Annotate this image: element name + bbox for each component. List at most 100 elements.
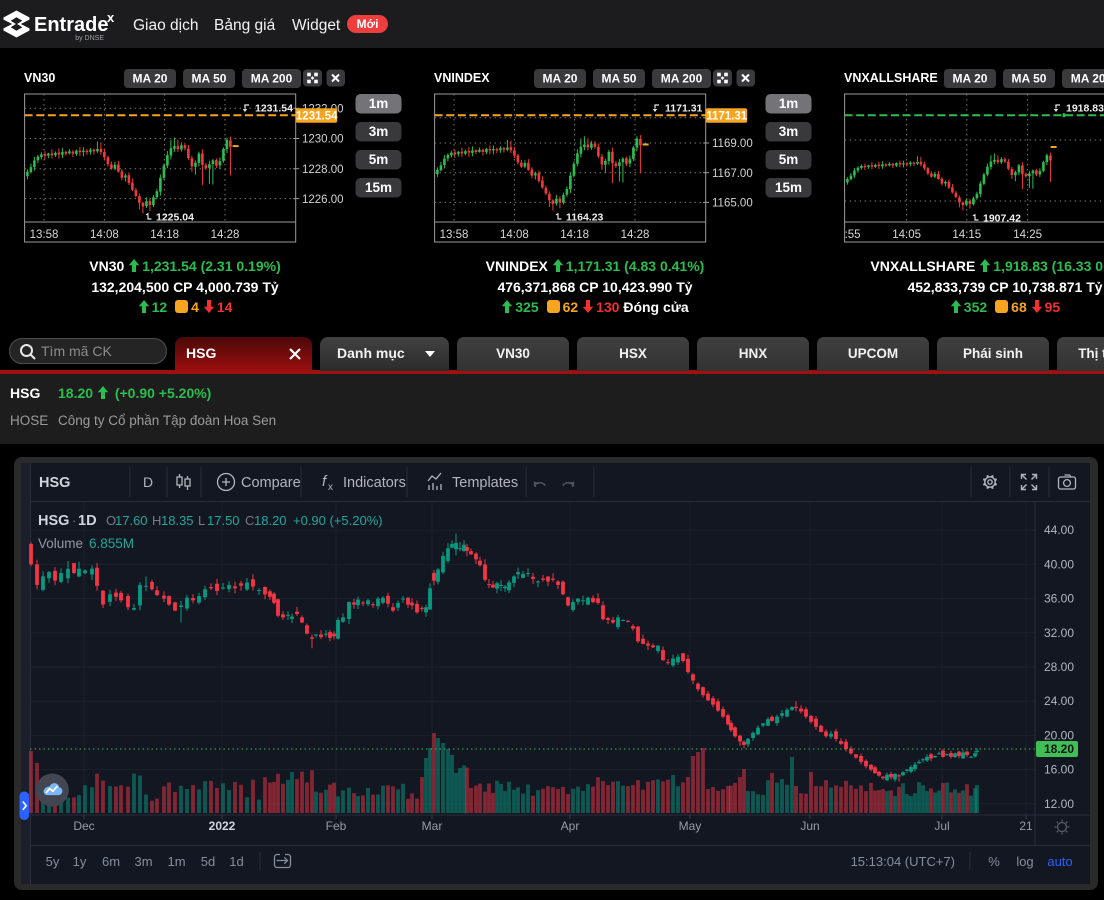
svg-text::55: :55 xyxy=(845,229,861,241)
svg-text:44.00: 44.00 xyxy=(1044,523,1074,537)
svg-text:1230.00: 1230.00 xyxy=(302,134,344,146)
svg-text:1m: 1m xyxy=(369,96,389,111)
svg-text:MA 50: MA 50 xyxy=(192,72,227,86)
svg-text:32.00: 32.00 xyxy=(1044,626,1074,640)
svg-text:HSG: HSG xyxy=(38,513,69,529)
svg-text:2022: 2022 xyxy=(209,819,236,833)
svg-text:17.50: 17.50 xyxy=(207,513,240,528)
svg-text:6.855M: 6.855M xyxy=(89,536,134,551)
svg-text:1y: 1y xyxy=(73,854,87,869)
svg-text:+0.90 (+5.20%): +0.90 (+5.20%) xyxy=(293,513,383,528)
svg-text:H: H xyxy=(152,513,161,528)
svg-text:14:28: 14:28 xyxy=(211,229,240,241)
svg-text:Widget: Widget xyxy=(292,17,341,34)
svg-text:14:15: 14:15 xyxy=(952,229,981,241)
svg-text:VNXALLSHARE: VNXALLSHARE xyxy=(844,71,938,85)
svg-text:auto: auto xyxy=(1047,854,1072,869)
svg-text:21: 21 xyxy=(1019,819,1033,833)
svg-text:6m: 6m xyxy=(102,854,120,869)
svg-text:17.60: 17.60 xyxy=(115,513,148,528)
svg-text:x: x xyxy=(328,482,333,493)
svg-text:%: % xyxy=(988,854,1000,869)
svg-text:1171.31: 1171.31 xyxy=(706,110,748,122)
svg-text:MA 200: MA 200 xyxy=(1071,72,1104,86)
svg-text:MA 50: MA 50 xyxy=(602,72,637,86)
svg-text:MA 50: MA 50 xyxy=(1012,72,1047,86)
svg-text:3m: 3m xyxy=(134,854,152,869)
svg-text:16.00: 16.00 xyxy=(1044,763,1074,777)
svg-text:MA 20: MA 20 xyxy=(953,72,988,86)
svg-text:14:08: 14:08 xyxy=(90,229,119,241)
svg-text:1226.00: 1226.00 xyxy=(302,194,344,206)
svg-text:1169.00: 1169.00 xyxy=(712,138,753,150)
svg-text:1m: 1m xyxy=(779,96,799,111)
svg-text:MA 200: MA 200 xyxy=(661,72,703,86)
svg-text:5m: 5m xyxy=(779,152,799,167)
svg-text:MA 20: MA 20 xyxy=(543,72,578,86)
svg-text:Mar: Mar xyxy=(422,819,443,833)
svg-text:28.00: 28.00 xyxy=(1044,660,1074,674)
svg-text:3m: 3m xyxy=(369,124,389,139)
svg-text:1918.83: 1918.83 xyxy=(1066,103,1104,115)
svg-text:O: O xyxy=(106,513,116,528)
svg-text:Compare: Compare xyxy=(241,475,301,491)
svg-text:18.20: 18.20 xyxy=(1044,742,1074,756)
svg-text:14:18: 14:18 xyxy=(150,229,179,241)
svg-text:15m: 15m xyxy=(775,180,802,195)
svg-text:14:05: 14:05 xyxy=(892,229,921,241)
svg-text:VN30: VN30 xyxy=(24,71,55,85)
svg-text:1164.23: 1164.23 xyxy=(566,212,604,224)
svg-text:Entrade: Entrade xyxy=(34,14,108,36)
svg-text:13:58: 13:58 xyxy=(30,229,59,241)
svg-text:1231.54: 1231.54 xyxy=(255,103,293,115)
svg-text:Dec: Dec xyxy=(73,819,94,833)
svg-text:1167.00: 1167.00 xyxy=(712,168,753,180)
svg-text:14:25: 14:25 xyxy=(1013,229,1042,241)
svg-text:24.00: 24.00 xyxy=(1044,694,1074,708)
svg-text:12.00: 12.00 xyxy=(1044,797,1074,811)
svg-text:May: May xyxy=(679,819,702,833)
svg-text:1907.42: 1907.42 xyxy=(983,213,1021,225)
svg-text:5d: 5d xyxy=(201,854,215,869)
svg-text:14:28: 14:28 xyxy=(621,229,650,241)
svg-text:x: x xyxy=(107,10,115,25)
svg-text:Giao dịch: Giao dịch xyxy=(133,17,198,34)
svg-text:Indicators: Indicators xyxy=(343,475,406,491)
svg-text:20.00: 20.00 xyxy=(1044,728,1074,742)
svg-text:Apr: Apr xyxy=(561,819,580,833)
svg-text:D: D xyxy=(143,474,153,490)
svg-text:18.35: 18.35 xyxy=(161,513,194,528)
svg-text:1m: 1m xyxy=(167,854,185,869)
svg-text:40.00: 40.00 xyxy=(1044,557,1074,571)
svg-text:1228.00: 1228.00 xyxy=(302,164,344,176)
svg-text:14:08: 14:08 xyxy=(500,229,529,241)
svg-text:C: C xyxy=(245,513,254,528)
svg-text:3m: 3m xyxy=(779,124,799,139)
svg-text:36.00: 36.00 xyxy=(1044,592,1074,606)
svg-text:5y: 5y xyxy=(46,854,60,869)
svg-text:by DNSE: by DNSE xyxy=(75,35,104,42)
svg-text:18.20: 18.20 xyxy=(254,513,287,528)
svg-text:log: log xyxy=(1016,854,1033,869)
svg-text:15:13:04 (UTC+7): 15:13:04 (UTC+7) xyxy=(851,854,955,869)
svg-text:1225.04: 1225.04 xyxy=(156,212,194,224)
svg-text:L: L xyxy=(198,513,205,528)
svg-text:Volume: Volume xyxy=(38,536,83,551)
svg-text:f: f xyxy=(322,473,328,490)
svg-text:MA 20: MA 20 xyxy=(133,72,168,86)
svg-text:MA 200: MA 200 xyxy=(251,72,293,86)
svg-text:14:18: 14:18 xyxy=(560,229,589,241)
svg-text:1165.00: 1165.00 xyxy=(712,198,753,210)
svg-text:13:58: 13:58 xyxy=(440,229,469,241)
svg-text:·: · xyxy=(72,513,76,528)
svg-text:5m: 5m xyxy=(369,152,389,167)
svg-text:VNINDEX: VNINDEX xyxy=(434,71,490,85)
svg-text:1D: 1D xyxy=(78,513,97,529)
svg-text:Feb: Feb xyxy=(326,819,347,833)
svg-text:1231.54: 1231.54 xyxy=(296,110,338,122)
svg-text:Jun: Jun xyxy=(800,819,819,833)
svg-text:HSG: HSG xyxy=(39,475,70,491)
svg-text:Mới: Mới xyxy=(357,17,379,31)
svg-text:Jul: Jul xyxy=(934,819,949,833)
svg-text:15m: 15m xyxy=(365,180,392,195)
